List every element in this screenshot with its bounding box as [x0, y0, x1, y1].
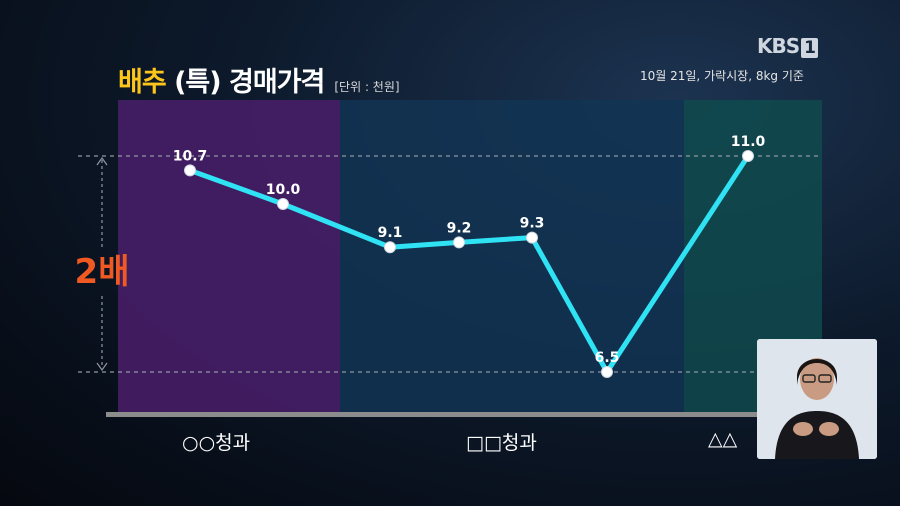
baseline-bar [106, 412, 822, 417]
chart-title: 배추 (특) 경매가격 [118, 60, 325, 99]
data-label-1: 10.0 [266, 182, 301, 198]
chart-title-group: 배추 (특) 경매가격 [단위 : 천원] [118, 60, 400, 99]
annotation-bracket [96, 156, 108, 372]
category-label-2: △△ [708, 428, 738, 450]
data-point-6 [742, 150, 754, 162]
data-point-3 [453, 236, 465, 249]
logo-text: KBS [757, 34, 800, 58]
chart-unit: [단위 : 천원] [334, 80, 400, 94]
series-line-group [184, 150, 754, 378]
data-label-5: 6.5 [595, 350, 620, 366]
data-point-0 [184, 164, 196, 177]
bracket-arrow-up [96, 156, 108, 166]
data-point-1 [277, 198, 289, 210]
annotation-label: 2배 [75, 252, 130, 292]
data-label-6: 11.0 [731, 134, 766, 150]
data-point-5 [601, 366, 613, 378]
bracket-arrow-down [96, 362, 108, 372]
data-label-4: 9.3 [520, 216, 545, 232]
broadcaster-logo: KBS 1 [757, 34, 818, 58]
data-point-2 [384, 241, 396, 254]
group-bands [118, 100, 822, 412]
data-labels: 10.7 10.0 9.1 9.2 9.3 6.5 11.0 [173, 134, 766, 366]
category-label-1: □□청과 [466, 432, 537, 454]
chart-subtitle: 10월 21일, 가락시장, 8kg 기준 [640, 69, 804, 83]
interpreter-figure [757, 339, 877, 459]
data-point-4 [526, 231, 538, 244]
group-band-1 [340, 100, 684, 412]
chart-title-rest: (특) 경매가격 [174, 67, 325, 98]
data-label-3: 9.2 [447, 220, 472, 236]
chart-title-highlight: 배추 [118, 67, 167, 98]
group-band-0 [118, 100, 340, 412]
logo-channel: 1 [801, 38, 818, 58]
category-label-0: ○○청과 [182, 432, 251, 454]
reference-lines [78, 155, 822, 373]
sign-language-interpreter-inset [757, 339, 877, 459]
data-label-2: 9.1 [378, 225, 403, 241]
data-label-0: 10.7 [173, 148, 208, 164]
